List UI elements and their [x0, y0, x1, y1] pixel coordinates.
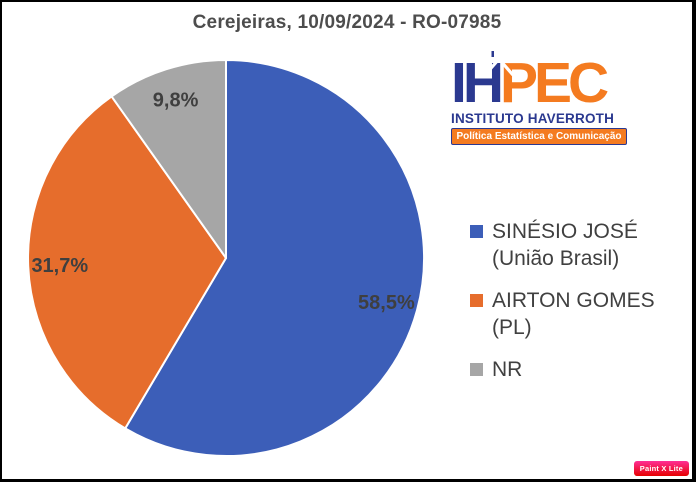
legend-item-sinesio: SINÉSIO JOSÉ (União Brasil) [470, 218, 655, 272]
legend-candidate-name: AIRTON GOMES [492, 289, 655, 312]
logo-institute-name: INSTITUTO HAVERROTH [451, 111, 615, 126]
legend-candidate-name: NR [492, 358, 523, 381]
paint-x-lite-watermark: Paint X Lite [633, 461, 689, 476]
pie-data-label-2: 9,8% [153, 90, 199, 112]
legend-item-airton: AIRTON GOMES (PL) [470, 287, 655, 341]
legend-candidate-name: SINÉSIO JOSÉ [492, 220, 638, 243]
legend-candidate-party: (PL) [492, 316, 532, 339]
logo-tagline: Política Estatística e Comunicação [451, 128, 627, 145]
chart-legend: SINÉSIO JOSÉ (União Brasil) AIRTON GOMES… [470, 218, 655, 383]
logo-acronym: IH PEC [451, 51, 627, 115]
legend-swatch-blue-icon [470, 225, 483, 238]
pie-slice-1 [27, 95, 227, 430]
chart-title: Cerejeiras, 10/09/2024 - RO-07985 [192, 12, 502, 33]
pie-data-label-0: 58,5% [358, 292, 415, 314]
legend-swatch-orange-icon [470, 294, 483, 307]
legend-swatch-gray-icon [470, 363, 483, 376]
pie-chart: 58,5% 31,7% 9,8% [27, 59, 426, 457]
pie-data-label-1: 31,7% [31, 255, 88, 277]
pie-slice-2 [110, 59, 227, 259]
legend-candidate-party: (União Brasil) [492, 247, 620, 270]
legend-item-nr: NR [470, 356, 655, 383]
institute-logo: IH PEC INSTITUTO HAVERROTH Política Esta… [451, 51, 627, 145]
logo-acronym-pec: PEC [500, 51, 609, 115]
house-icon [483, 51, 515, 77]
pie-slice-0 [124, 59, 426, 457]
